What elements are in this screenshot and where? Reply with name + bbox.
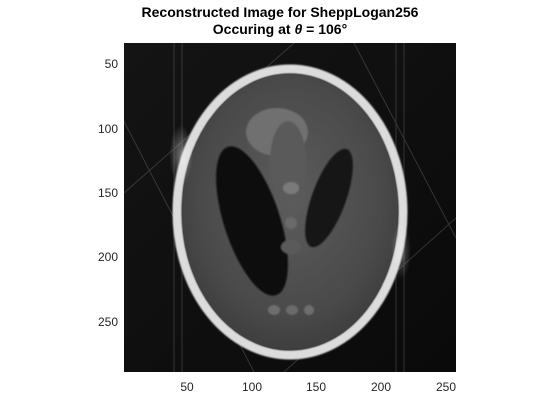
x-tick-label: 100	[241, 380, 263, 394]
x-tick-label: 50	[180, 380, 194, 394]
plot-title-line1: Reconstructed Image for SheppLogan256	[0, 4, 560, 20]
phantom-features	[216, 108, 353, 315]
theta-symbol: θ	[294, 21, 303, 37]
brain-region	[182, 74, 398, 350]
skull-ring	[172, 64, 408, 360]
y-tick-label: 150	[97, 186, 118, 200]
y-tick-label: 200	[97, 250, 118, 264]
title-text-1: Reconstructed Image for SheppLogan256	[141, 4, 419, 20]
title-suffix: = 106°	[302, 21, 348, 37]
flare-artifacts	[169, 125, 411, 279]
x-tick-label: 200	[370, 380, 392, 394]
plot-title-line2: Occuring at θ = 106°	[0, 21, 560, 37]
x-tick-label: 250	[435, 380, 457, 394]
x-tick-label: 150	[305, 380, 327, 394]
y-tick-label: 100	[97, 122, 118, 136]
y-tick-label: 250	[97, 315, 118, 329]
reconstructed-image	[124, 43, 456, 372]
y-tick-label: 50	[104, 57, 118, 71]
title-prefix: Occuring at	[212, 21, 295, 37]
image-axes	[124, 43, 456, 372]
